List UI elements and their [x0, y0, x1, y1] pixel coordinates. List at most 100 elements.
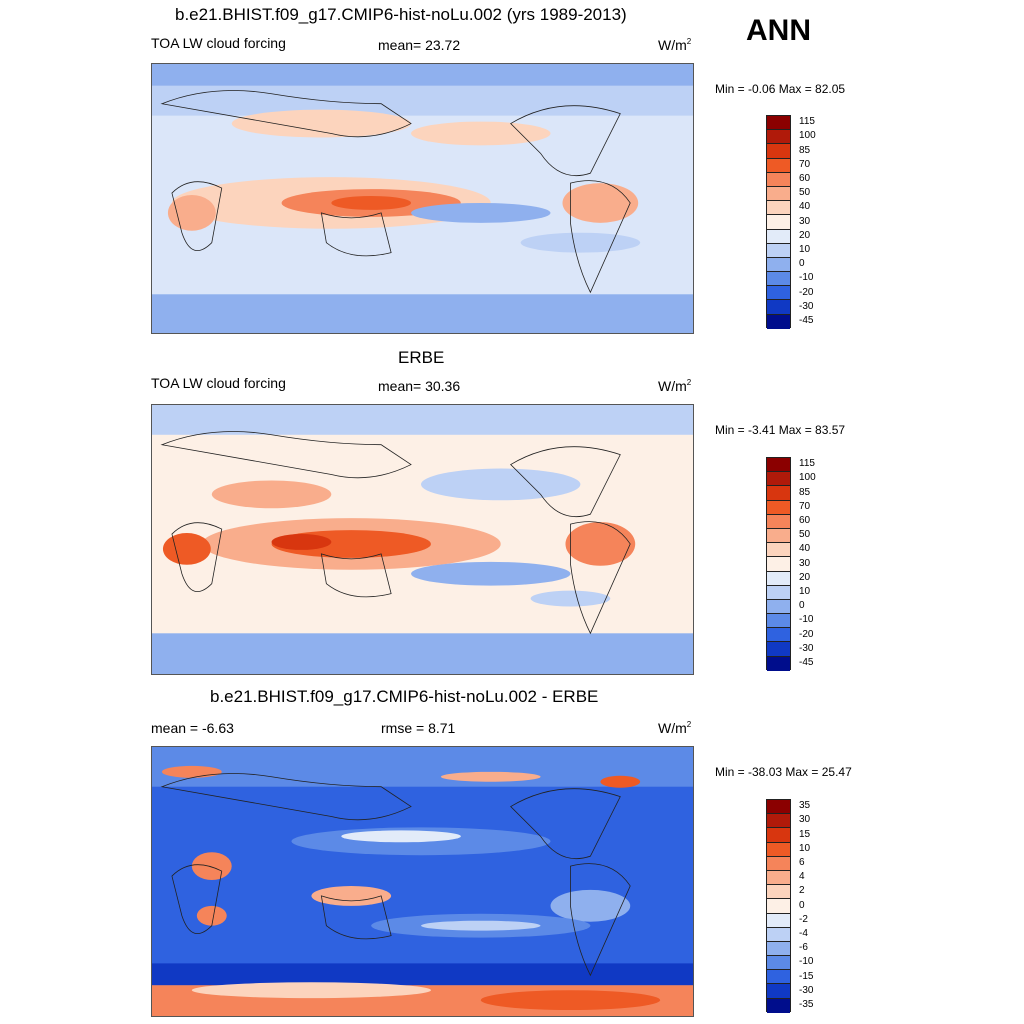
colorbar-tick-label: 50 — [799, 187, 811, 199]
colorbar-swatch — [767, 314, 790, 329]
colorbar-tick-label: 30 — [799, 557, 811, 569]
colorbar-tick-label: 35 — [799, 800, 811, 812]
colorbar-tick-label: 70 — [799, 158, 811, 170]
colorbar-swatch — [767, 543, 790, 558]
colorbar-swatch — [767, 472, 790, 487]
panel3-units: W/m2 — [658, 720, 692, 736]
colorbar-swatch — [767, 286, 790, 301]
colorbar-swatch — [767, 814, 790, 829]
colorbar-swatch — [767, 642, 790, 657]
colorbar-swatch — [767, 272, 790, 287]
colorbar-tick-label: 40 — [799, 543, 811, 555]
colorbar-tick-label: 2 — [799, 885, 805, 897]
colorbar-tick-label: 85 — [799, 144, 811, 156]
panel3-colorbar — [766, 799, 791, 1013]
panel3-rmse-label: rmse = 8.71 — [381, 720, 456, 736]
colorbar-tick-label: 10 — [799, 244, 811, 255]
colorbar-tick-label: -6 — [799, 942, 808, 954]
colorbar-swatch — [767, 186, 790, 202]
panel1-units: W/m2 — [658, 37, 692, 53]
colorbar-swatch — [767, 941, 790, 957]
colorbar-tick-label: 60 — [799, 515, 811, 526]
panel2-minmax: Min = -3.41 Max = 83.57 — [715, 423, 846, 437]
colorbar-swatch — [767, 585, 790, 600]
colorbar-swatch — [767, 130, 790, 145]
colorbar-swatch — [767, 243, 790, 258]
season-label: ANN — [746, 14, 811, 47]
colorbar-tick-label: 15 — [799, 828, 811, 840]
colorbar-swatch — [767, 656, 790, 671]
colorbar-swatch — [767, 614, 790, 629]
colorbar-swatch — [767, 458, 790, 473]
colorbar-swatch — [767, 856, 790, 871]
colorbar-swatch — [767, 158, 790, 173]
colorbar-tick-label: 30 — [799, 215, 811, 227]
colorbar-tick-label: -10 — [799, 614, 814, 626]
panel2-title: ERBE — [398, 348, 445, 367]
colorbar-tick-label: -20 — [799, 628, 814, 640]
panel2-mean-label: mean= 30.36 — [378, 378, 461, 394]
colorbar-swatch — [767, 927, 790, 942]
colorbar-tick-label: 115 — [799, 116, 815, 128]
panel3-map — [151, 746, 694, 1017]
colorbar-swatch — [767, 828, 790, 843]
colorbar-swatch — [767, 514, 790, 529]
colorbar-tick-label: 10 — [799, 842, 811, 854]
colorbar-tick-label: 85 — [799, 486, 811, 498]
colorbar-tick-label: -45 — [799, 315, 814, 326]
colorbar-swatch — [767, 885, 790, 900]
colorbar-tick-label: -20 — [799, 286, 814, 298]
colorbar-swatch — [767, 800, 790, 815]
colorbar-tick-label: -10 — [799, 956, 814, 968]
panel1-minmax: Min = -0.06 Max = 82.05 — [715, 82, 846, 96]
colorbar-tick-label: -45 — [799, 657, 814, 668]
colorbar-tick-label: -30 — [799, 984, 814, 996]
colorbar-tick-label: 0 — [799, 600, 805, 612]
colorbar-tick-label: 0 — [799, 258, 805, 270]
colorbar-swatch — [767, 201, 790, 216]
colorbar-tick-label: -15 — [799, 970, 814, 982]
colorbar-swatch — [767, 144, 790, 159]
colorbar-swatch — [767, 956, 790, 971]
colorbar-tick-label: 20 — [799, 229, 811, 241]
colorbar-tick-label: -10 — [799, 272, 814, 284]
colorbar-swatch — [767, 970, 790, 985]
panel1-mean-label: mean= 23.72 — [378, 37, 461, 53]
colorbar-tick-label: 50 — [799, 529, 811, 541]
colorbar-swatch — [767, 842, 790, 857]
colorbar-tick-label: 30 — [799, 814, 811, 826]
panel3-minmax: Min = -38.03 Max = 25.47 — [715, 765, 852, 779]
colorbar-swatch — [767, 628, 790, 643]
colorbar-tick-label: 115 — [799, 458, 815, 470]
colorbar-tick-label: 100 — [799, 472, 816, 484]
colorbar-tick-label: -4 — [799, 928, 808, 939]
colorbar-swatch — [767, 486, 790, 501]
colorbar-swatch — [767, 116, 790, 131]
panel1-title: b.e21.BHIST.f09_g17.CMIP6-hist-noLu.002 … — [175, 5, 627, 24]
panel2-units: W/m2 — [658, 378, 692, 394]
colorbar-swatch — [767, 870, 790, 886]
colorbar-tick-label: 20 — [799, 571, 811, 583]
colorbar-swatch — [767, 215, 790, 230]
colorbar-swatch — [767, 557, 790, 572]
colorbar-swatch — [767, 500, 790, 515]
colorbar-swatch — [767, 913, 790, 928]
colorbar-swatch — [767, 257, 790, 273]
colorbar-tick-label: 6 — [799, 857, 805, 868]
colorbar-tick-label: 40 — [799, 201, 811, 213]
panel3-title: b.e21.BHIST.f09_g17.CMIP6-hist-noLu.002 … — [210, 687, 599, 706]
colorbar-tick-label: 100 — [799, 130, 816, 142]
panel2-colorbar — [766, 457, 791, 671]
panel1-map — [151, 63, 694, 334]
colorbar-tick-label: -35 — [799, 999, 814, 1010]
colorbar-tick-label: 60 — [799, 173, 811, 184]
colorbar-tick-label: -2 — [799, 913, 808, 925]
panel1-colorbar — [766, 115, 791, 329]
colorbar-tick-label: -30 — [799, 642, 814, 654]
colorbar-swatch — [767, 998, 790, 1013]
colorbar-swatch — [767, 984, 790, 999]
colorbar-swatch — [767, 300, 790, 315]
colorbar-swatch — [767, 172, 790, 187]
colorbar-tick-label: 0 — [799, 899, 805, 911]
colorbar-tick-label: 70 — [799, 500, 811, 512]
